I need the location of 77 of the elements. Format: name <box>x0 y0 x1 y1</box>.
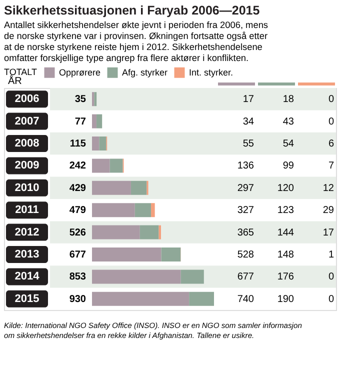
y-tick-label: 2007 <box>14 115 40 128</box>
total-label: 35 <box>74 94 86 106</box>
data-label: 144 <box>277 227 294 238</box>
data-label: 136 <box>237 160 254 172</box>
bar <box>92 158 110 173</box>
bar <box>92 203 135 218</box>
data-label: 677 <box>237 272 254 283</box>
bar <box>92 270 181 284</box>
y-tick-label: 2010 <box>14 182 40 194</box>
data-label: 123 <box>277 205 294 216</box>
total-label: 115 <box>70 138 86 150</box>
data-label: 528 <box>237 250 254 260</box>
total-label: 242 <box>69 160 86 172</box>
data-label: 0 <box>328 116 334 128</box>
legend-label: Opprørere <box>59 68 101 78</box>
bar <box>161 248 181 262</box>
total-label: 526 <box>69 227 86 238</box>
bar <box>92 180 131 195</box>
data-label: 6 <box>328 138 334 150</box>
bar <box>92 225 140 240</box>
data-label: 0 <box>328 294 334 305</box>
bar <box>92 248 162 262</box>
bar <box>92 136 100 150</box>
chart-title: Sikkerhetssituasjonen i Faryab 2006—2015 <box>4 3 260 18</box>
y-tick-label: 2013 <box>14 248 40 260</box>
total-label: 853 <box>69 272 86 283</box>
bar <box>92 114 96 128</box>
data-label: 0 <box>328 94 334 106</box>
bar <box>96 114 102 128</box>
data-label: 34 <box>242 116 254 128</box>
data-label: 17 <box>242 94 254 106</box>
bar <box>110 158 123 173</box>
data-label: 327 <box>237 205 254 216</box>
bar <box>151 203 155 218</box>
data-label: 18 <box>282 94 294 106</box>
data-label: 29 <box>322 205 334 216</box>
y-axis-title: ÅR <box>8 75 22 87</box>
data-label: 120 <box>277 182 294 194</box>
legend-title: TOTALT <box>4 67 38 77</box>
data-label: 43 <box>282 116 294 128</box>
data-label: 148 <box>277 250 294 260</box>
data-label: 176 <box>277 272 294 283</box>
y-tick-label: 2012 <box>14 226 40 238</box>
legend-label: Int. styrker. <box>189 68 234 78</box>
y-tick-label: 2011 <box>15 204 39 216</box>
y-tick-label: 2008 <box>14 138 40 150</box>
bar <box>99 136 106 150</box>
chart-subtitle: Antallet sikkerhetshendelser økte jevnt i perioden fra 2006, mens de norske styrkene var i provinsen. Økningen fortsatte også etter at de norske styrkene reiste hjem i 2012. Sikkerhetshendelsene omfatter forskjellige type angrep fra flere aktører i konflikten. <box>4 20 268 63</box>
y-tick-label: 2006 <box>14 93 40 106</box>
data-label: 190 <box>277 294 294 305</box>
bar <box>134 203 152 218</box>
data-label: 0 <box>328 272 334 283</box>
data-label: 365 <box>237 227 254 238</box>
bar <box>92 292 190 306</box>
data-label: 54 <box>282 138 294 150</box>
legend-label: Afg. styrker <box>122 68 168 78</box>
y-tick-label: 2015 <box>14 292 40 305</box>
data-label: 12 <box>322 182 334 194</box>
y-tick-label: 2014 <box>14 270 40 283</box>
total-label: 77 <box>74 116 86 128</box>
total-label: 479 <box>69 205 86 216</box>
total-label: 429 <box>69 182 86 194</box>
bar <box>180 270 204 284</box>
bar <box>94 92 97 106</box>
bar <box>130 180 147 195</box>
data-label: 55 <box>242 138 254 150</box>
bar <box>140 225 159 240</box>
y-tick-label: 2009 <box>14 160 40 172</box>
data-label: 99 <box>282 160 294 172</box>
total-label: 930 <box>69 294 86 305</box>
total-label: 677 <box>69 250 86 260</box>
data-label: 1 <box>328 250 334 260</box>
data-label: 17 <box>322 227 334 238</box>
data-label: 7 <box>328 160 334 172</box>
bar <box>189 292 214 306</box>
data-label: 297 <box>237 182 254 194</box>
data-label: 740 <box>237 294 254 305</box>
